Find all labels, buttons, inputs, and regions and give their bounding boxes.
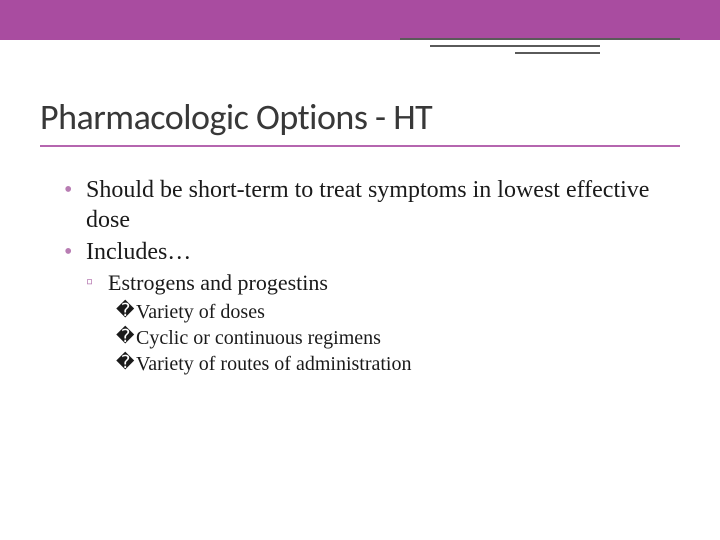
bullet-level3: Variety of doses [116,299,680,325]
slide-title: Pharmacologic Options - HT [40,95,680,139]
bullet-level3: Cyclic or continuous regimens [116,325,680,351]
accent-lines [400,38,680,59]
bullet-list: Should be short-term to treat symptoms i… [40,175,680,377]
bullet-level2: Estrogens and progestins [86,269,680,298]
title-underline [40,145,680,147]
bullet-level3: Variety of routes of administration [116,351,680,377]
bullet-level1: Should be short-term to treat symptoms i… [64,175,680,235]
header-bar [0,0,720,40]
bullet-level1: Includes… [64,237,680,267]
slide-content: Pharmacologic Options - HT Should be sho… [0,40,720,377]
